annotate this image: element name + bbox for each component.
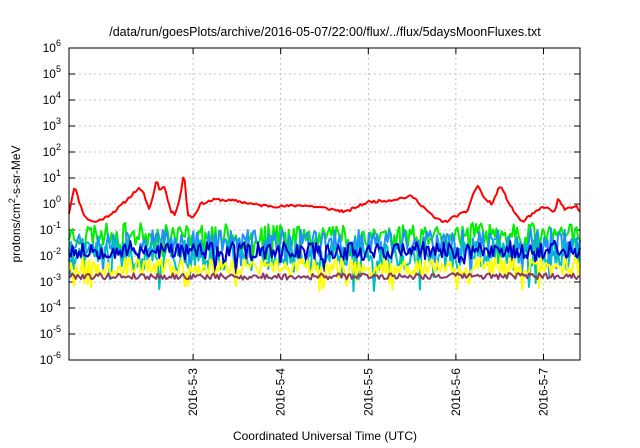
y-tick-label: 10-5 <box>40 324 61 341</box>
series-line-5 <box>68 239 581 275</box>
x-tick-label: 2016-5-6 <box>449 368 463 416</box>
y-tick-label: 100 <box>43 194 61 211</box>
grid-lines <box>69 47 580 361</box>
x-tick-label: 2016-5-3 <box>186 368 200 416</box>
x-axis-label: Coordinated Universal Time (UTC) <box>233 429 417 443</box>
y-tick-labels: 10-6 10-5 10-4 10-3 10-2 10-1 100 101 102 103 104 1… <box>40 38 61 367</box>
y-tick-label: 105 <box>43 64 61 81</box>
data-series <box>68 176 581 293</box>
y-axis-label-rest: -s-sr-MeV <box>9 145 23 198</box>
y-tick-label: 10-4 <box>40 298 61 315</box>
y-tick-label: 10-6 <box>40 350 61 367</box>
y-tick-label: 101 <box>43 168 61 185</box>
series-line-1 <box>68 176 581 223</box>
y-tick-label: 10-3 <box>40 272 61 289</box>
x-tick-labels: 2016-5-3 2016-5-4 2016-5-5 2016-5-6 2016-5-7 <box>186 368 550 416</box>
x-tick-label: 2016-5-5 <box>361 368 375 416</box>
y-tick-label: 106 <box>43 38 61 55</box>
y-tick-label: 103 <box>43 116 61 133</box>
y-tick-label: 10-1 <box>40 220 61 237</box>
series-line-6 <box>68 256 581 292</box>
y-axis-label-main: protons/cm <box>9 203 23 262</box>
y-tick-label: 104 <box>43 90 61 107</box>
axis-ticks <box>69 47 580 361</box>
x-tick-label: 2016-5-4 <box>274 368 288 416</box>
chart-title: /data/run/goesPlots/archive/2016-05-07/2… <box>109 25 541 39</box>
y-tick-label: 10-2 <box>40 246 61 263</box>
plot-frame <box>68 47 581 361</box>
y-tick-label: 102 <box>43 142 61 159</box>
y-axis-label-sup: 2 <box>7 198 17 203</box>
x-tick-label: 2016-5-7 <box>537 368 551 416</box>
series-line-7 <box>68 271 581 281</box>
y-axis-label: protons/cm2-s-sr-MeV <box>7 145 23 262</box>
